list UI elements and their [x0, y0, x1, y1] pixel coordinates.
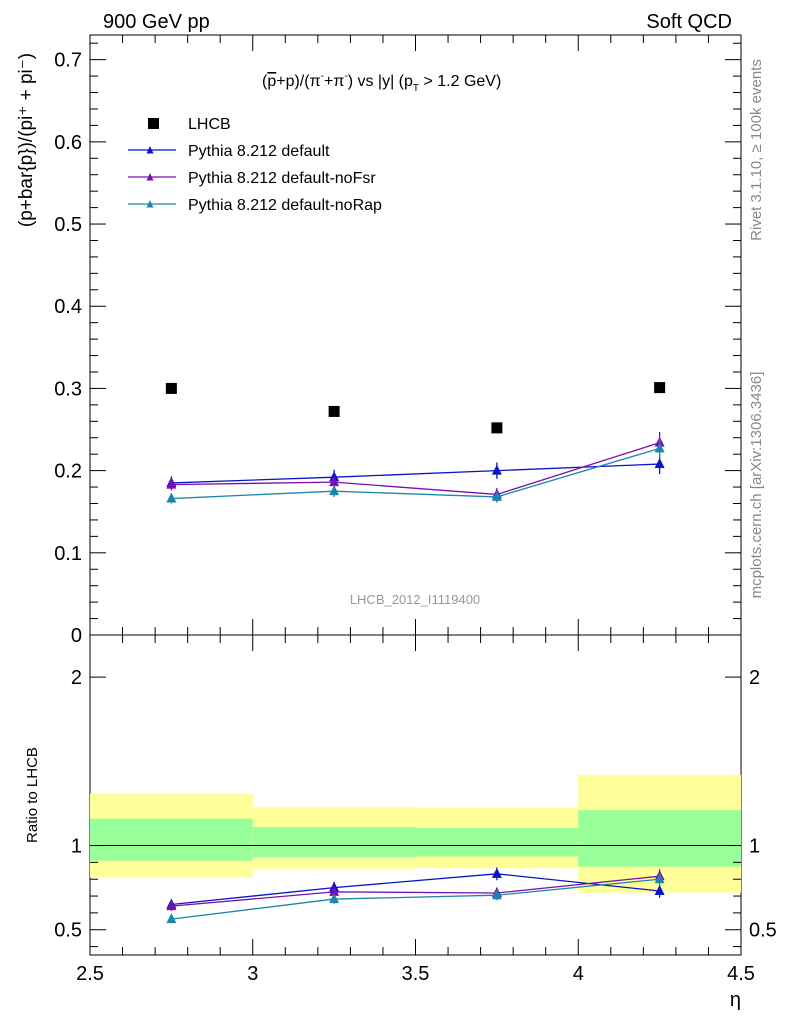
legend-label-lhcb: LHCB	[188, 116, 231, 133]
legend-marker-nofsr	[146, 173, 154, 181]
y-tick-label: 0.2	[54, 461, 82, 483]
legend-marker-norap	[146, 200, 154, 208]
series-marker	[491, 464, 502, 475]
header-left: 900 GeV pp	[103, 11, 210, 33]
ratio-y-tick-label: 2	[71, 667, 82, 689]
series-marker	[166, 492, 177, 503]
ratio-y-tick-label: 0.5	[54, 920, 82, 942]
ratio-line-1	[171, 875, 660, 907]
ratio-marker	[166, 900, 177, 911]
ratio-y-tick-label: 1	[71, 836, 82, 858]
series-marker	[329, 476, 340, 487]
axis-tick-labels: 2.5 3 3.5 4 4.5 0 0.1 0.2 0.3 0.4 0.5 0.6 0.7 0.5 0.5 1…	[54, 50, 777, 985]
axis-ticks	[89, 35, 742, 955]
y-tick-label: 0.5	[54, 214, 82, 236]
x-tick-label: 4	[573, 963, 584, 985]
band-inner-3	[578, 810, 741, 867]
y-tick-label: 0.6	[54, 132, 82, 154]
rivet-label: Rivet 3.1.10, ≥ 100k events	[748, 59, 765, 241]
ratio-uncertainty-bands	[90, 774, 741, 893]
band-inner-0	[90, 818, 253, 861]
y-tick-label: 0.1	[54, 543, 82, 565]
lhcb-data-point	[328, 405, 340, 417]
x-tick-label: 3	[247, 963, 258, 985]
legend-label-norap: Pythia 8.212 default-noRap	[188, 197, 382, 214]
chart-title: (p+p)/(π-+π-) vs |y| (pT > 1.2 GeV)	[262, 71, 501, 94]
x-tick-label: 2.5	[76, 963, 104, 985]
lhcb-data-point	[654, 382, 666, 394]
series-marker	[329, 485, 340, 496]
ratio-marker	[329, 893, 340, 904]
legend-marker-default	[146, 146, 154, 154]
ratio-marker	[166, 913, 177, 924]
y-tick-label: 0.4	[54, 296, 82, 318]
lhcb-data-point	[165, 382, 177, 394]
ratio-line-0	[171, 873, 660, 906]
legend-marker-lhcb	[148, 118, 159, 129]
y-tick-label: 0.3	[54, 378, 82, 400]
y-axis-label: (p+bar{p})/(pi⁺ + pi⁻)	[16, 53, 37, 227]
ratio-y-tick-label-right: 0.5	[749, 920, 777, 942]
series-marker	[654, 458, 665, 469]
legend: LHCB Pythia 8.212 default Pythia 8.212 d…	[128, 116, 382, 214]
x-tick-label: 4.5	[727, 963, 755, 985]
ratio-line-2	[171, 878, 660, 920]
legend-label-nofsr: Pythia 8.212 default-noFsr	[188, 170, 376, 187]
mcplots-label: mcplots.cern.ch [arXiv:1306.3436]	[748, 372, 765, 599]
y-tick-label: 0.7	[54, 50, 82, 72]
analysis-watermark: LHCB_2012_I1119400	[350, 592, 480, 607]
ratio-marker	[654, 873, 665, 884]
ratio-marker	[654, 885, 665, 895]
ratio-marker	[329, 885, 340, 896]
series-marker	[654, 442, 665, 453]
x-tick-label: 3.5	[402, 963, 430, 985]
series-marker	[166, 478, 177, 489]
series-line-2	[171, 447, 660, 500]
header-right: Soft QCD	[646, 11, 732, 33]
ratio-y-tick-label-right: 2	[749, 667, 760, 689]
ratio-y-axis-label: Ratio to LHCB	[24, 747, 41, 843]
mc-series	[166, 431, 665, 504]
band-inner-1	[252, 827, 416, 858]
data-points	[165, 382, 666, 434]
x-axis-label: η	[730, 989, 741, 1011]
ratio-y-tick-label-right: 1	[749, 836, 760, 858]
series-marker	[491, 490, 502, 501]
series-line-0	[171, 463, 660, 484]
ratio-series	[166, 867, 665, 924]
legend-label-default: Pythia 8.212 default	[188, 143, 330, 160]
lhcb-data-point	[491, 422, 503, 434]
band-inner-2	[415, 827, 579, 857]
series-line-1	[171, 442, 660, 496]
y-tick-label: 0	[71, 625, 82, 647]
ratio-marker	[491, 889, 502, 900]
ratio-marker	[491, 867, 502, 878]
